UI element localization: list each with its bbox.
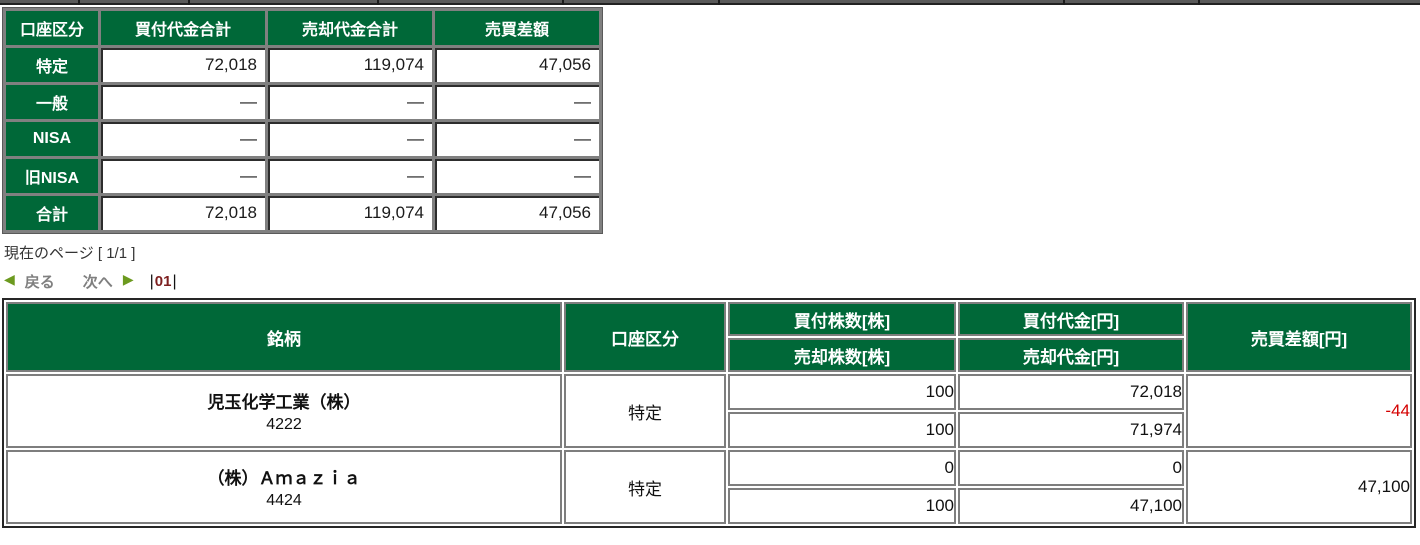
detail-row-kodama-buy: 児玉化学工業（株） 4222 特定 100 72,018 -44: [6, 374, 1412, 448]
cut-off-table-edge: [0, 0, 1420, 5]
sell-shares-cell: 100: [728, 488, 956, 524]
account-type-cell: 特定: [564, 374, 726, 448]
summary-header-row: 口座区分 買付代金合計 売却代金合計 売買差額: [6, 11, 599, 45]
next-triangle-icon: ▶: [122, 270, 134, 287]
summary-row-nisa: NISA — — —: [6, 122, 599, 156]
detail-header-sell-shares: 売却株数[株]: [728, 338, 956, 372]
detail-header-sell-amount: 売却代金[円]: [958, 338, 1184, 372]
summary-diff: —: [435, 159, 599, 193]
page-number-link[interactable]: 01: [154, 273, 172, 290]
summary-sell-total: 119,074: [268, 196, 432, 230]
summary-header-buy-total: 買付代金合計: [101, 11, 265, 45]
detail-header-row-1: 銘柄 口座区分 買付株数[株] 買付代金[円] 売買差額[円]: [6, 302, 1412, 372]
summary-buy-total: —: [101, 159, 265, 193]
page-number-pipe: |: [172, 272, 177, 290]
page-number-pipe: |: [149, 272, 154, 290]
summary-row-label: 特定: [6, 48, 98, 82]
current-page-label: 現在のページ [ 1/1 ]: [4, 245, 136, 262]
table-edge-divider: [718, 0, 720, 5]
back-link-label: 戻る: [24, 274, 55, 291]
summary-diff: —: [435, 85, 599, 119]
buy-shares-cell: 100: [728, 374, 956, 410]
diff-cell: 47,100: [1186, 450, 1412, 524]
back-triangle-icon: ◀: [4, 270, 15, 287]
detail-row-amazia-sell: 100 47,100: [6, 488, 1412, 524]
summary-row-ippan: 一般 — — —: [6, 85, 599, 119]
summary-diff: 47,056: [435, 196, 599, 230]
table-edge-divider: [377, 0, 379, 5]
detail-header-account: 口座区分: [564, 302, 726, 372]
summary-header-diff: 売買差額: [435, 11, 599, 45]
sell-amount-cell: 71,974: [958, 412, 1184, 448]
summary-sell-total: 119,074: [268, 48, 432, 82]
summary-diff: —: [435, 122, 599, 156]
buy-amount-cell: 0: [958, 450, 1184, 486]
detail-row-kodama-sell: 100 71,974: [6, 412, 1412, 448]
trade-detail-table: 銘柄 口座区分 買付株数[株] 買付代金[円] 売買差額[円] 売却株数[株] …: [2, 298, 1416, 528]
sell-amount-cell: 47,100: [958, 488, 1184, 524]
stock-code: 4222: [266, 416, 302, 433]
next-link[interactable]: 次へ ▶: [83, 271, 134, 292]
summary-row-label: 旧NISA: [6, 159, 98, 193]
summary-sell-total: —: [268, 122, 432, 156]
summary-buy-total: 72,018: [101, 48, 265, 82]
detail-header-stock: 銘柄: [6, 302, 562, 372]
pagination-nav: ◀ 戻る 次へ ▶ | 01 |: [4, 271, 1420, 292]
summary-header-account-type: 口座区分: [6, 11, 98, 45]
back-link[interactable]: ◀ 戻る: [4, 271, 55, 292]
buy-amount-cell: 72,018: [958, 374, 1184, 410]
buy-shares-cell: 0: [728, 450, 956, 486]
summary-sell-total: —: [268, 159, 432, 193]
account-type-cell: 特定: [564, 450, 726, 524]
stock-name: 児玉化学工業（株）: [207, 393, 361, 412]
summary-row-kyu-nisa: 旧NISA — — —: [6, 159, 599, 193]
summary-row-label: 合計: [6, 196, 98, 230]
stock-code: 4424: [266, 492, 302, 509]
detail-header-buy-amount: 買付代金[円]: [958, 302, 1184, 336]
table-edge-divider: [562, 0, 564, 5]
sell-shares-cell: 100: [728, 412, 956, 448]
detail-header-diff: 売買差額[円]: [1186, 302, 1412, 372]
table-edge-divider: [188, 0, 190, 5]
stock-cell: （株）Ａｍａｚｉａ 4424: [6, 450, 562, 524]
summary-row-total: 合計 72,018 119,074 47,056: [6, 196, 599, 230]
summary-buy-total: —: [101, 122, 265, 156]
account-summary-table: 口座区分 買付代金合計 売却代金合計 売買差額 特定 72,018 119,07…: [2, 7, 603, 234]
stock-cell: 児玉化学工業（株） 4222: [6, 374, 562, 448]
detail-header-row-2: 売却株数[株] 売却代金[円]: [6, 338, 1412, 372]
summary-header-sell-total: 売却代金合計: [268, 11, 432, 45]
summary-row-label: NISA: [6, 122, 98, 156]
detail-header-buy-shares: 買付株数[株]: [728, 302, 956, 336]
summary-buy-total: —: [101, 85, 265, 119]
next-link-label: 次へ: [82, 274, 113, 291]
detail-row-amazia-buy: （株）Ａｍａｚｉａ 4424 特定 0 0 47,100: [6, 450, 1412, 524]
summary-buy-total: 72,018: [101, 196, 265, 230]
summary-sell-total: —: [268, 85, 432, 119]
diff-cell: -44: [1186, 374, 1412, 448]
table-edge-divider: [1198, 0, 1200, 5]
summary-row-tokutei: 特定 72,018 119,074 47,056: [6, 48, 599, 82]
table-edge-divider: [1063, 0, 1065, 5]
stock-name: （株）Ａｍａｚｉａ: [207, 469, 361, 488]
table-edge-divider: [78, 0, 80, 5]
summary-diff: 47,056: [435, 48, 599, 82]
summary-row-label: 一般: [6, 85, 98, 119]
